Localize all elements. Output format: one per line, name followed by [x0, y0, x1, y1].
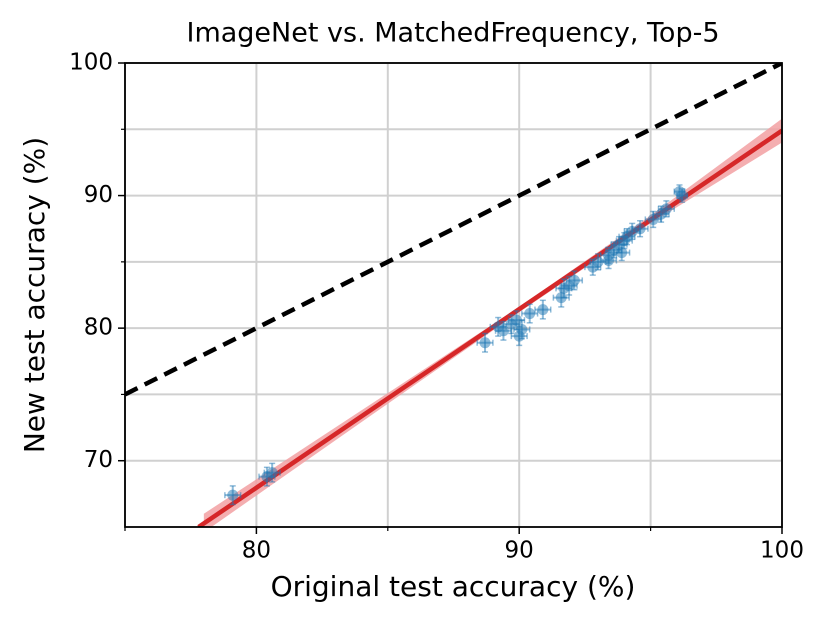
- axes: 80 90 100 70 80 90 100: [69, 50, 804, 564]
- x-axis-label: Original test accuracy (%): [271, 570, 636, 603]
- point: [497, 325, 509, 337]
- point: [524, 308, 536, 320]
- point: [511, 314, 523, 326]
- point: [479, 337, 491, 349]
- y-tick-label: 100: [69, 50, 113, 76]
- y-tick-label: 70: [84, 447, 113, 473]
- y-tick-label: 90: [84, 182, 113, 208]
- point: [647, 213, 659, 225]
- plot-frame: [124, 62, 783, 528]
- x-tick-label: 100: [760, 538, 804, 564]
- point: [266, 467, 278, 479]
- point: [516, 323, 528, 335]
- reference-line: [125, 63, 782, 397]
- point: [537, 304, 549, 316]
- point: [603, 255, 615, 267]
- point: [660, 203, 672, 215]
- y-tick-label: 80: [84, 315, 113, 341]
- grid: [124, 62, 783, 527]
- point: [568, 274, 580, 286]
- y-axis-label: New test accuracy (%): [18, 137, 51, 453]
- point: [616, 247, 628, 259]
- plot-area: [125, 63, 782, 527]
- point: [227, 489, 239, 501]
- point: [634, 223, 646, 235]
- point: [592, 256, 604, 268]
- x-tick-label: 90: [505, 538, 534, 564]
- point: [676, 190, 688, 202]
- x-tick-label: 80: [242, 538, 271, 564]
- chart-title: ImageNet vs. MatchedFrequency, Top-5: [186, 18, 719, 49]
